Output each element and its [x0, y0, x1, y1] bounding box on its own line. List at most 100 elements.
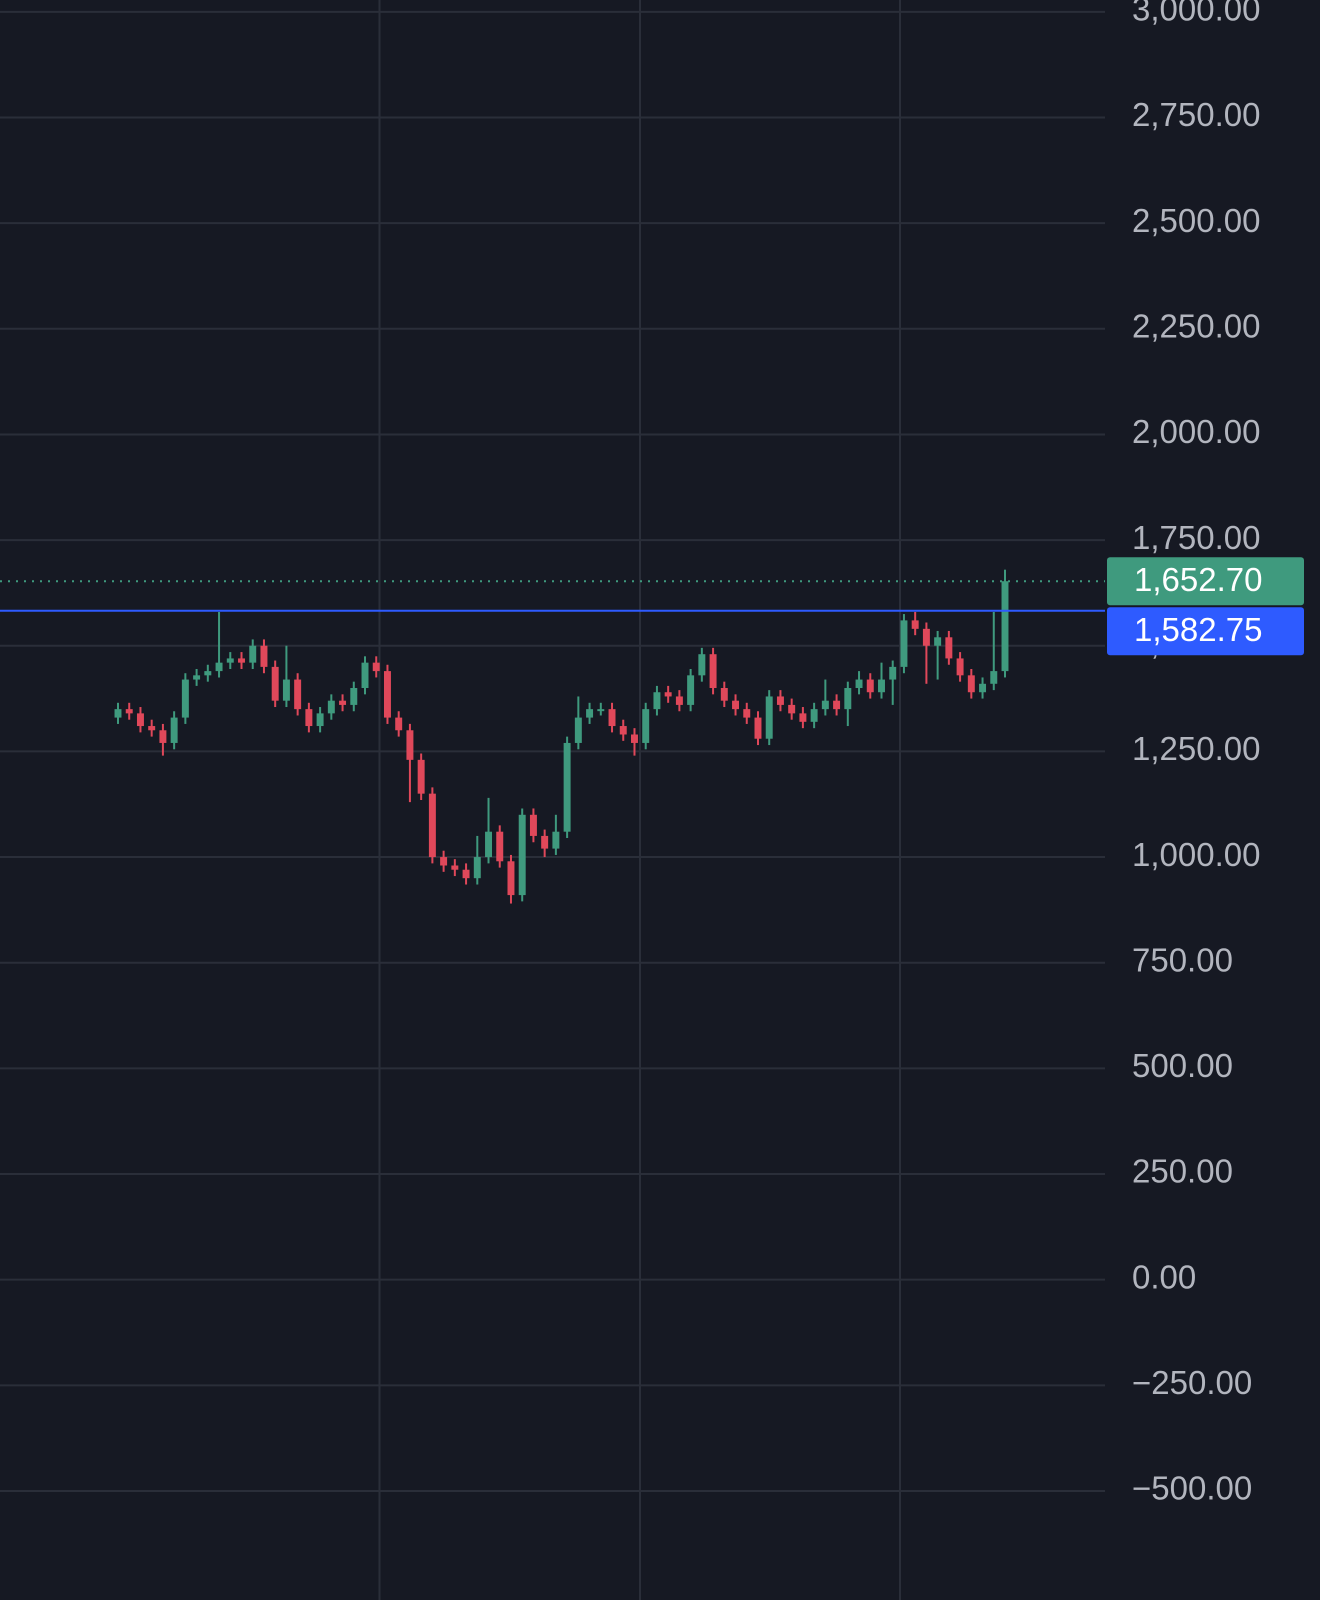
y-tick-label: 2,750.00 — [1132, 96, 1260, 133]
candle-body — [765, 696, 773, 739]
candle-body — [788, 704, 796, 714]
candle-body — [226, 658, 234, 663]
candle-body — [125, 709, 133, 714]
candle-body — [754, 717, 762, 739]
candle-body — [821, 700, 829, 710]
candle-body — [664, 692, 672, 697]
candle-body — [114, 709, 122, 718]
y-tick-label: 1,750.00 — [1132, 519, 1260, 556]
y-tick-label: −500.00 — [1132, 1470, 1252, 1507]
candle-body — [642, 709, 650, 743]
candle-body — [844, 688, 852, 710]
candle-body — [563, 742, 571, 832]
candle-body — [720, 688, 728, 701]
candle-body — [496, 831, 504, 862]
candle-body — [215, 662, 223, 672]
y-tick-label: 2,000.00 — [1132, 413, 1260, 450]
candle-body — [900, 620, 908, 667]
candle-body — [799, 713, 807, 722]
candle-body — [181, 679, 189, 718]
candle-body — [249, 645, 257, 663]
candle-body — [485, 831, 492, 858]
candle-body — [271, 666, 279, 701]
candle-body — [428, 793, 436, 858]
candle-body — [159, 730, 167, 743]
candle-body — [967, 675, 975, 693]
candle-body — [979, 683, 987, 693]
y-tick-label: 1,250.00 — [1132, 730, 1260, 767]
candle-body — [608, 709, 616, 727]
candle-body — [204, 671, 212, 676]
candle-body — [238, 658, 245, 663]
candle-body — [282, 679, 290, 701]
candle-body — [260, 645, 268, 667]
candle-body — [631, 734, 638, 743]
candle-body — [451, 865, 459, 870]
candle-body — [619, 726, 627, 735]
y-tick-label: 750.00 — [1132, 941, 1233, 978]
candle-body — [698, 654, 706, 676]
candle-body — [743, 709, 751, 718]
candle-body — [518, 814, 526, 896]
candle-body — [732, 700, 740, 710]
candle-body — [889, 666, 897, 680]
candle-body — [193, 675, 201, 680]
candle-body — [1001, 581, 1009, 672]
candle-body — [866, 679, 874, 693]
candle-body — [294, 679, 302, 710]
price-label: 1,652.70 — [1134, 561, 1262, 598]
candle-body — [350, 688, 358, 705]
candle-body — [653, 692, 661, 710]
candle-body — [148, 726, 156, 731]
candle-body — [855, 679, 863, 689]
candle-body — [990, 671, 998, 684]
candle-body — [574, 717, 582, 743]
y-tick-label: 3,000.00 — [1132, 0, 1260, 28]
candle-body — [440, 857, 448, 866]
y-tick-label: 500.00 — [1132, 1047, 1233, 1084]
candle-body — [473, 857, 481, 879]
price-label-box — [1107, 557, 1304, 606]
candle-body — [956, 658, 964, 676]
candle-body — [597, 709, 605, 712]
candle-body — [911, 620, 919, 629]
y-tick-label: 0.00 — [1132, 1258, 1196, 1295]
candle-body — [878, 679, 885, 693]
candle-body — [922, 628, 930, 646]
price-label: 1,582.75 — [1134, 611, 1262, 648]
candle-body — [339, 700, 347, 705]
candle-body — [945, 637, 953, 659]
candle-body — [383, 671, 391, 718]
candle-body — [170, 717, 178, 743]
y-tick-label: 250.00 — [1132, 1153, 1233, 1190]
candle-body — [934, 637, 942, 646]
candle-body — [810, 709, 818, 722]
candle-body — [462, 869, 470, 879]
candle-body — [833, 700, 841, 710]
y-tick-label: 1,000.00 — [1132, 836, 1260, 873]
price-label-box — [1107, 607, 1304, 656]
candle-body — [316, 713, 324, 727]
candle-body — [417, 759, 425, 794]
candle-body — [586, 709, 594, 718]
y-tick-label: 2,250.00 — [1132, 308, 1260, 345]
candle-body — [687, 675, 695, 705]
y-tick-label: 2,500.00 — [1132, 202, 1260, 239]
candle-body — [529, 814, 537, 836]
candle-body — [552, 831, 560, 849]
candle-body — [507, 861, 515, 896]
candle-body — [776, 696, 784, 705]
candle-body — [541, 835, 549, 849]
candle-body — [305, 709, 313, 727]
candle-body — [327, 700, 335, 714]
candle-body — [395, 717, 403, 731]
y-tick-label: −250.00 — [1132, 1364, 1252, 1401]
candle-body — [709, 654, 717, 689]
candle-body — [406, 730, 414, 760]
candle-body — [136, 713, 144, 727]
candle-body — [675, 696, 683, 705]
candle-body — [372, 662, 380, 672]
candle-body — [361, 662, 369, 689]
